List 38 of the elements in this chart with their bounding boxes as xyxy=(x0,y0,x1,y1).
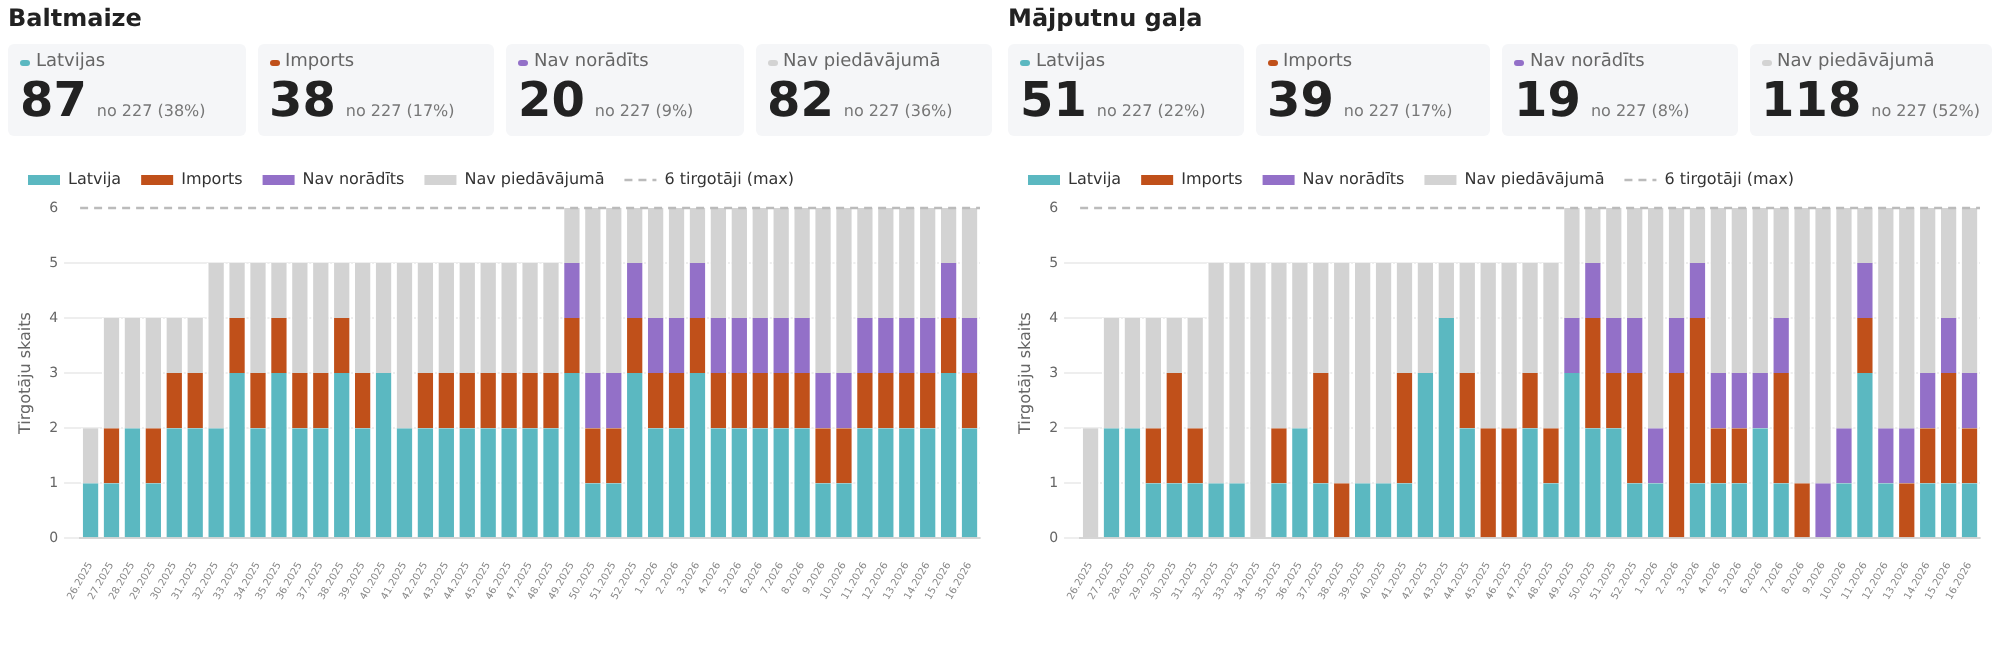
text: 20 xyxy=(518,72,585,128)
y-axis-title: Tirgotāju skaits xyxy=(1015,312,1034,437)
legend-label: 6 tirgotāji (max) xyxy=(664,170,795,189)
legend-label: 6 tirgotāji (max) xyxy=(1664,170,1795,189)
legend-label: Latvija xyxy=(68,170,122,189)
text: Nav norādīts xyxy=(534,52,649,72)
text: Nav piedāvājumā xyxy=(1777,52,1935,72)
legend-label: Nav piedāvājumā xyxy=(1464,170,1605,189)
text: Latvijas xyxy=(1036,52,1106,72)
text: no 227 (36%) xyxy=(843,102,953,120)
legend-label: Imports xyxy=(1181,170,1243,189)
legend-label: Nav piedāvājumā xyxy=(464,170,605,189)
text: Nav norādīts xyxy=(1530,52,1645,72)
text: no 227 (17%) xyxy=(1343,102,1453,120)
text: 82 xyxy=(767,72,834,128)
text: no 227 (8%) xyxy=(1590,102,1690,120)
legend-label: Imports xyxy=(181,170,243,189)
text: Imports xyxy=(285,52,355,72)
text: 87 xyxy=(20,72,87,128)
text: no 227 (38%) xyxy=(96,102,206,120)
legend-label: Latvija xyxy=(1068,170,1122,189)
text: no 227 (9%) xyxy=(594,102,694,120)
text: 39 xyxy=(1267,72,1334,128)
chart-title: Mājputnu gaļa xyxy=(1008,4,1205,32)
text: 118 xyxy=(1761,72,1862,128)
text: no 227 (22%) xyxy=(1096,102,1206,120)
text: 19 xyxy=(1514,72,1581,128)
y-axis-title: Tirgotāju skaits xyxy=(15,312,34,437)
legend-label: Nav norādīts xyxy=(302,170,405,189)
chart-title: Baltmaize xyxy=(8,4,144,32)
text: 51 xyxy=(1020,72,1087,128)
text: no 227 (52%) xyxy=(1871,102,1980,120)
legend-label: Nav norādīts xyxy=(1302,170,1405,189)
text: no 227 (17%) xyxy=(345,102,455,120)
text: 38 xyxy=(269,72,336,128)
text: Latvijas xyxy=(36,52,106,72)
text: Nav piedāvājumā xyxy=(783,52,941,72)
text: Imports xyxy=(1283,52,1353,72)
